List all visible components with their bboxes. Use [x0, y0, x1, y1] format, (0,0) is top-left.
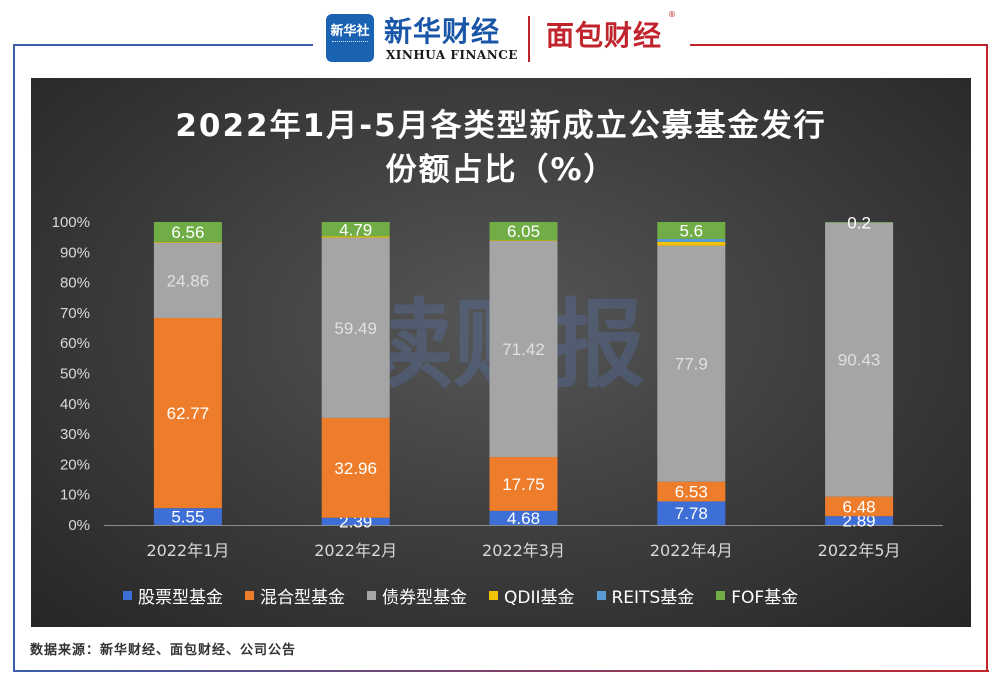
bar-segment — [153, 222, 222, 242]
y-tick-label: 30% — [60, 426, 90, 443]
y-tick-label: 50% — [60, 366, 90, 383]
frame-right — [986, 44, 988, 672]
data-label: 32.96 — [334, 459, 377, 478]
bar-segment — [825, 516, 894, 525]
x-tick-label: 2022年2月 — [314, 541, 397, 560]
chart-panel: 2022年1月-5月各类型新成立公募基金发行 份额占比（%） 读财报0%10%2… — [31, 78, 971, 627]
bar-segment — [825, 496, 894, 517]
source-note: 数据来源：新华财经、面包财经、公司公告 — [30, 643, 297, 658]
bar-segment — [153, 242, 222, 318]
data-label: 4.79 — [339, 220, 372, 239]
x-tick-label: 2022年4月 — [650, 541, 733, 560]
x-tick-label: 2022年3月 — [482, 541, 565, 560]
bar-segment — [321, 237, 390, 418]
y-tick-label: 100% — [52, 214, 90, 231]
brand-xinhua-finance-en: XINHUA FINANCE — [386, 48, 518, 62]
data-label: 62.77 — [167, 404, 210, 423]
data-label: 5.6 — [679, 221, 703, 240]
legend-swatch — [367, 590, 376, 600]
data-label: 6.56 — [171, 223, 204, 242]
bar-segment — [153, 317, 222, 509]
seal-dots-decoration — [332, 41, 368, 56]
data-label: 59.49 — [334, 319, 377, 338]
bar-segment — [657, 481, 726, 502]
bar-segment — [489, 240, 558, 458]
data-label: 77.9 — [675, 355, 708, 374]
brand-mianbao-finance: 面包财经 — [546, 19, 663, 52]
data-label: 7.78 — [675, 504, 708, 523]
y-tick-label: 70% — [60, 305, 90, 322]
y-tick-label: 0% — [68, 517, 90, 534]
frame-top-right — [690, 44, 988, 46]
frame-left — [13, 44, 15, 672]
xinhua-seal-logo: 新华社 — [326, 14, 374, 62]
y-tick-label: 20% — [60, 456, 90, 473]
data-label: 6.48 — [843, 497, 876, 516]
y-tick-label: 40% — [60, 396, 90, 413]
legend-item: QDII基金 — [489, 583, 575, 608]
legend-item: REITS基金 — [596, 583, 695, 608]
bar-segment — [489, 510, 558, 525]
data-label: 2.89 — [843, 512, 876, 531]
bar-segment — [657, 222, 726, 239]
x-tick-label: 2022年1月 — [146, 541, 229, 560]
data-label: 5.55 — [171, 508, 204, 527]
chart-title-line2: 份额占比（%） — [385, 152, 617, 188]
data-label: 6.05 — [507, 222, 540, 241]
bar-segment — [657, 245, 726, 482]
legend-swatch — [123, 590, 132, 600]
bar-segment — [489, 222, 558, 241]
legend-item: 债券型基金 — [367, 583, 467, 608]
bar-segment — [153, 508, 222, 525]
data-label: 90.43 — [838, 351, 881, 370]
brand-xinhua-finance-cn: 新华财经 — [384, 15, 501, 48]
legend-swatch — [245, 590, 254, 600]
frame-top-left — [13, 44, 313, 46]
y-tick-label: 60% — [60, 335, 90, 352]
legend-item: FOF基金 — [716, 583, 798, 608]
legend-label: REITS基金 — [611, 587, 695, 608]
legend-item: 混合型基金 — [245, 583, 345, 608]
header: 新华社 新华财经 XINHUA FINANCE 面包财经 ® — [0, 0, 1000, 80]
bar-segment — [321, 222, 390, 237]
bar-segment — [153, 241, 222, 243]
y-tick-label: 10% — [60, 487, 90, 504]
data-label: 24.86 — [167, 271, 210, 290]
chart-title-line1: 2022年1月-5月各类型新成立公募基金发行 — [175, 108, 827, 144]
bar-segment — [321, 517, 390, 525]
stacked-bar-chart: 读财报0%10%20%30%40%50%60%70%80%90%100%5.55… — [52, 213, 943, 560]
legend-label: 混合型基金 — [260, 587, 345, 608]
x-tick-label: 2022年5月 — [818, 541, 901, 560]
bar-segment — [825, 222, 894, 497]
legend-item: 股票型基金 — [123, 583, 223, 608]
data-label: 0.2 — [847, 213, 871, 232]
chart-legend: 股票型基金 混合型基金 债券型基金 QDII基金 REITS基金 FOF基金 — [123, 583, 820, 608]
bar-segment — [321, 236, 390, 238]
data-label: 71.42 — [502, 340, 545, 359]
bar-segment — [825, 222, 894, 223]
bar-segment — [657, 501, 726, 525]
y-tick-label: 90% — [60, 244, 90, 261]
bar-segment — [489, 457, 558, 511]
registered-mark: ® — [668, 10, 676, 19]
legend-swatch — [716, 590, 726, 600]
brand-separator — [528, 16, 530, 62]
bar-segment — [489, 240, 558, 241]
legend-swatch — [489, 590, 498, 600]
legend-label: 股票型基金 — [138, 587, 223, 608]
bar-segment — [321, 417, 390, 518]
data-label: 4.68 — [507, 509, 540, 528]
bar-segment — [657, 238, 726, 242]
legend-label: QDII基金 — [504, 587, 575, 608]
legend-label: FOF基金 — [731, 587, 799, 608]
data-label: 6.53 — [675, 483, 708, 502]
legend-label: 债券型基金 — [382, 587, 467, 608]
data-label: 17.75 — [502, 475, 545, 494]
legend-swatch — [596, 590, 606, 600]
frame-bottom — [13, 670, 989, 672]
bar-segment — [657, 241, 726, 246]
y-tick-label: 80% — [60, 275, 90, 292]
